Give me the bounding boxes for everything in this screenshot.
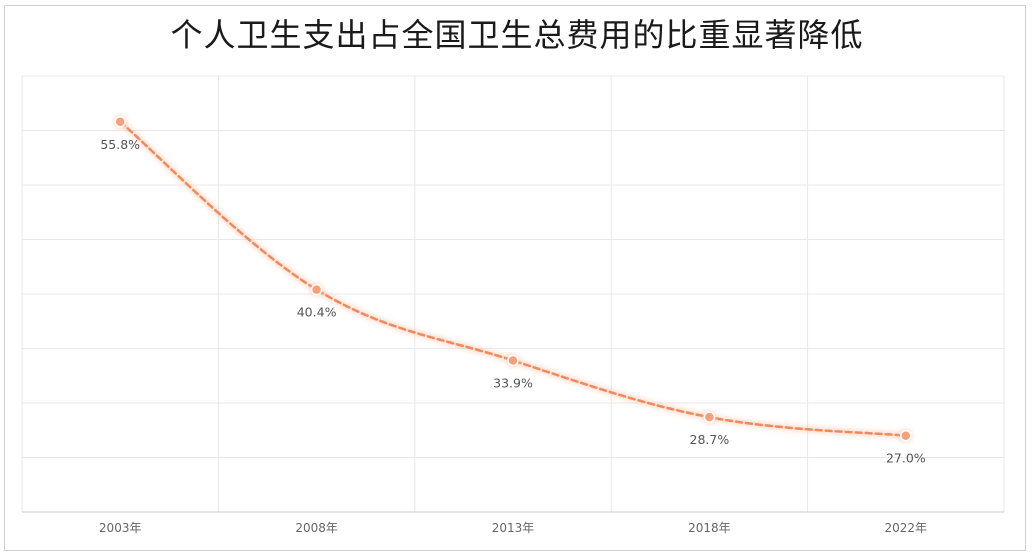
data-point[interactable] [114, 116, 126, 128]
x-axis: 2003年 2008年 2013年 2018年 2022年 [22, 511, 1004, 535]
grid [21, 75, 1005, 512]
series-line [118, 120, 908, 437]
data-label: 40.4% [297, 305, 337, 320]
x-tick-label: 2003年 [99, 521, 142, 535]
data-labels: 55.8% 40.4% 33.9% 28.7% 27.0% [100, 137, 925, 466]
x-tick-label: 2022年 [885, 521, 928, 535]
data-label: 33.9% [493, 375, 533, 390]
chart-title: 个人卫生支出占全国卫生总费用的比重显著降低 [170, 16, 864, 54]
data-point[interactable] [310, 283, 323, 296]
x-tick-label: 2013年 [492, 521, 535, 535]
data-point[interactable] [703, 411, 716, 423]
x-tick-label: 2008年 [295, 521, 338, 535]
data-label: 28.7% [690, 432, 730, 447]
data-point[interactable] [900, 429, 912, 442]
data-point[interactable] [507, 354, 519, 367]
chart-frame [4, 5, 1026, 551]
data-label: 27.0% [886, 451, 926, 466]
x-tick-label: 2018年 [688, 521, 731, 535]
series [113, 114, 913, 443]
data-label: 55.8% [100, 137, 140, 152]
